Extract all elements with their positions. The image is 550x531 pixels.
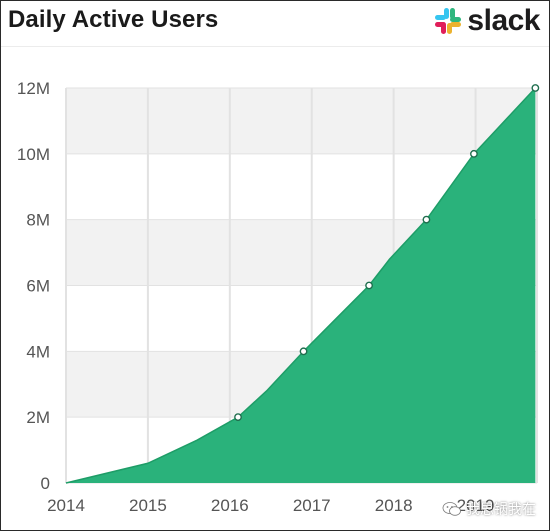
data-point: [470, 149, 478, 158]
y-tick-label: 6M: [26, 277, 50, 296]
watermark-text: 我思锅我在: [466, 501, 536, 517]
x-tick-label: 2017: [293, 496, 331, 515]
header-divider: [1, 46, 549, 47]
brand-name: slack: [467, 4, 540, 37]
data-point: [234, 413, 242, 422]
data-point: [422, 215, 431, 224]
y-tick-label: 12M: [17, 79, 50, 98]
x-tick-label: 2018: [375, 496, 413, 515]
y-tick-label: 2M: [26, 408, 50, 427]
x-tick-label: 2014: [47, 496, 85, 515]
wechat-icon: [442, 502, 461, 516]
data-point: [299, 347, 308, 356]
area-series: [66, 88, 536, 483]
slack-logo-icon: [435, 8, 462, 34]
brand-logo: slack: [434, 4, 540, 38]
data-point: [531, 84, 540, 92]
y-tick-label: 4M: [26, 342, 50, 361]
y-tick-label: 0: [41, 474, 50, 493]
area-series-line: [65, 87, 536, 484]
x-tick-label: 2019: [457, 496, 495, 515]
chart-title: Daily Active Users: [8, 6, 219, 33]
y-tick-label: 10M: [17, 145, 50, 164]
x-tick-label: 2016: [211, 496, 249, 515]
x-tick-label: 2015: [129, 496, 167, 515]
grid-band: [66, 88, 537, 154]
data-point: [365, 281, 373, 290]
watermark: 我思锅我在: [442, 499, 536, 519]
y-tick-label: 8M: [26, 211, 50, 230]
